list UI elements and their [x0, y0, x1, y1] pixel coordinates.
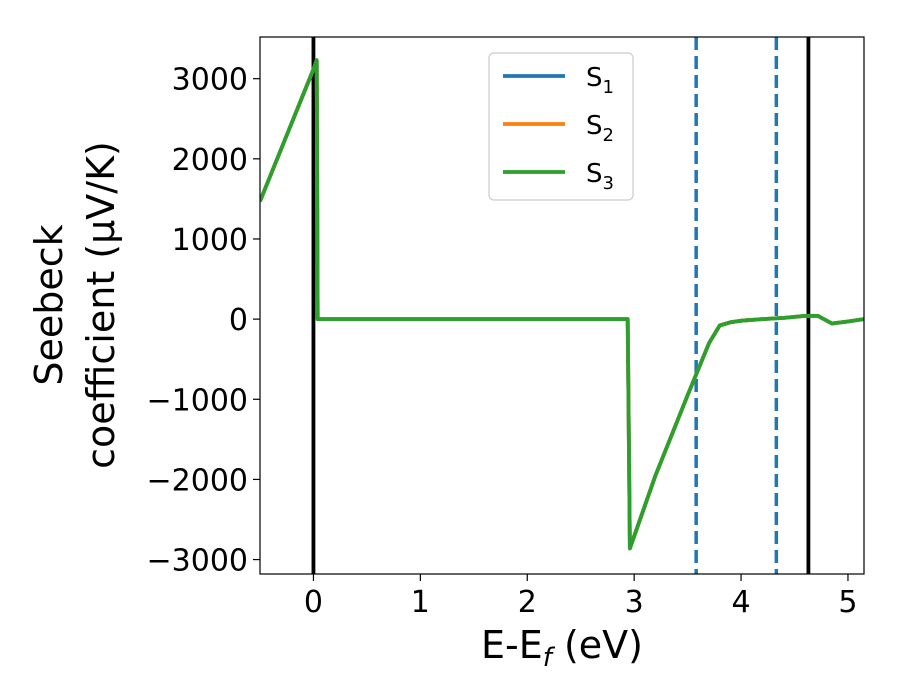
y-tick-label: −3000: [147, 544, 248, 579]
x-tick-label: 1: [411, 585, 430, 620]
x-tick-label: 5: [838, 585, 857, 620]
x-tick-label: 2: [518, 585, 537, 620]
x-tick-label: 3: [625, 585, 644, 620]
series-lines: [260, 58, 864, 551]
y-tick-label: −2000: [147, 463, 248, 498]
y-tick-label: 0: [229, 303, 248, 338]
y-axis-title-line2: coefficient (μV/K): [79, 141, 123, 469]
y-tick-label: 2000: [172, 143, 248, 178]
x-tick-label: 0: [304, 585, 323, 620]
series-line-S3: [260, 58, 864, 551]
plot-frame: [259, 36, 865, 575]
legend-label-S3: S3: [586, 159, 614, 194]
x-axis: 0 1 2 3 4 5: [304, 574, 858, 620]
legend-box: [488, 52, 634, 201]
x-axis-title: E-Ef (eV): [481, 623, 643, 673]
y-tick-label: −1000: [147, 383, 248, 418]
y-axis-title: Seebeck coefficient (μV/K): [27, 141, 123, 469]
legend: S1 S2 S3: [488, 52, 634, 201]
y-axis-title-line1: Seebeck: [27, 224, 71, 385]
y-axis: −3000 −2000 −1000 0 1000 2000 3000: [147, 63, 260, 579]
legend-label-S2: S2: [586, 111, 614, 146]
vertical-reference-lines: [311, 37, 811, 574]
legend-label-S1: S1: [586, 63, 614, 98]
y-tick-label: 3000: [172, 63, 248, 98]
y-tick-label: 1000: [172, 223, 248, 258]
x-tick-label: 4: [732, 585, 751, 620]
